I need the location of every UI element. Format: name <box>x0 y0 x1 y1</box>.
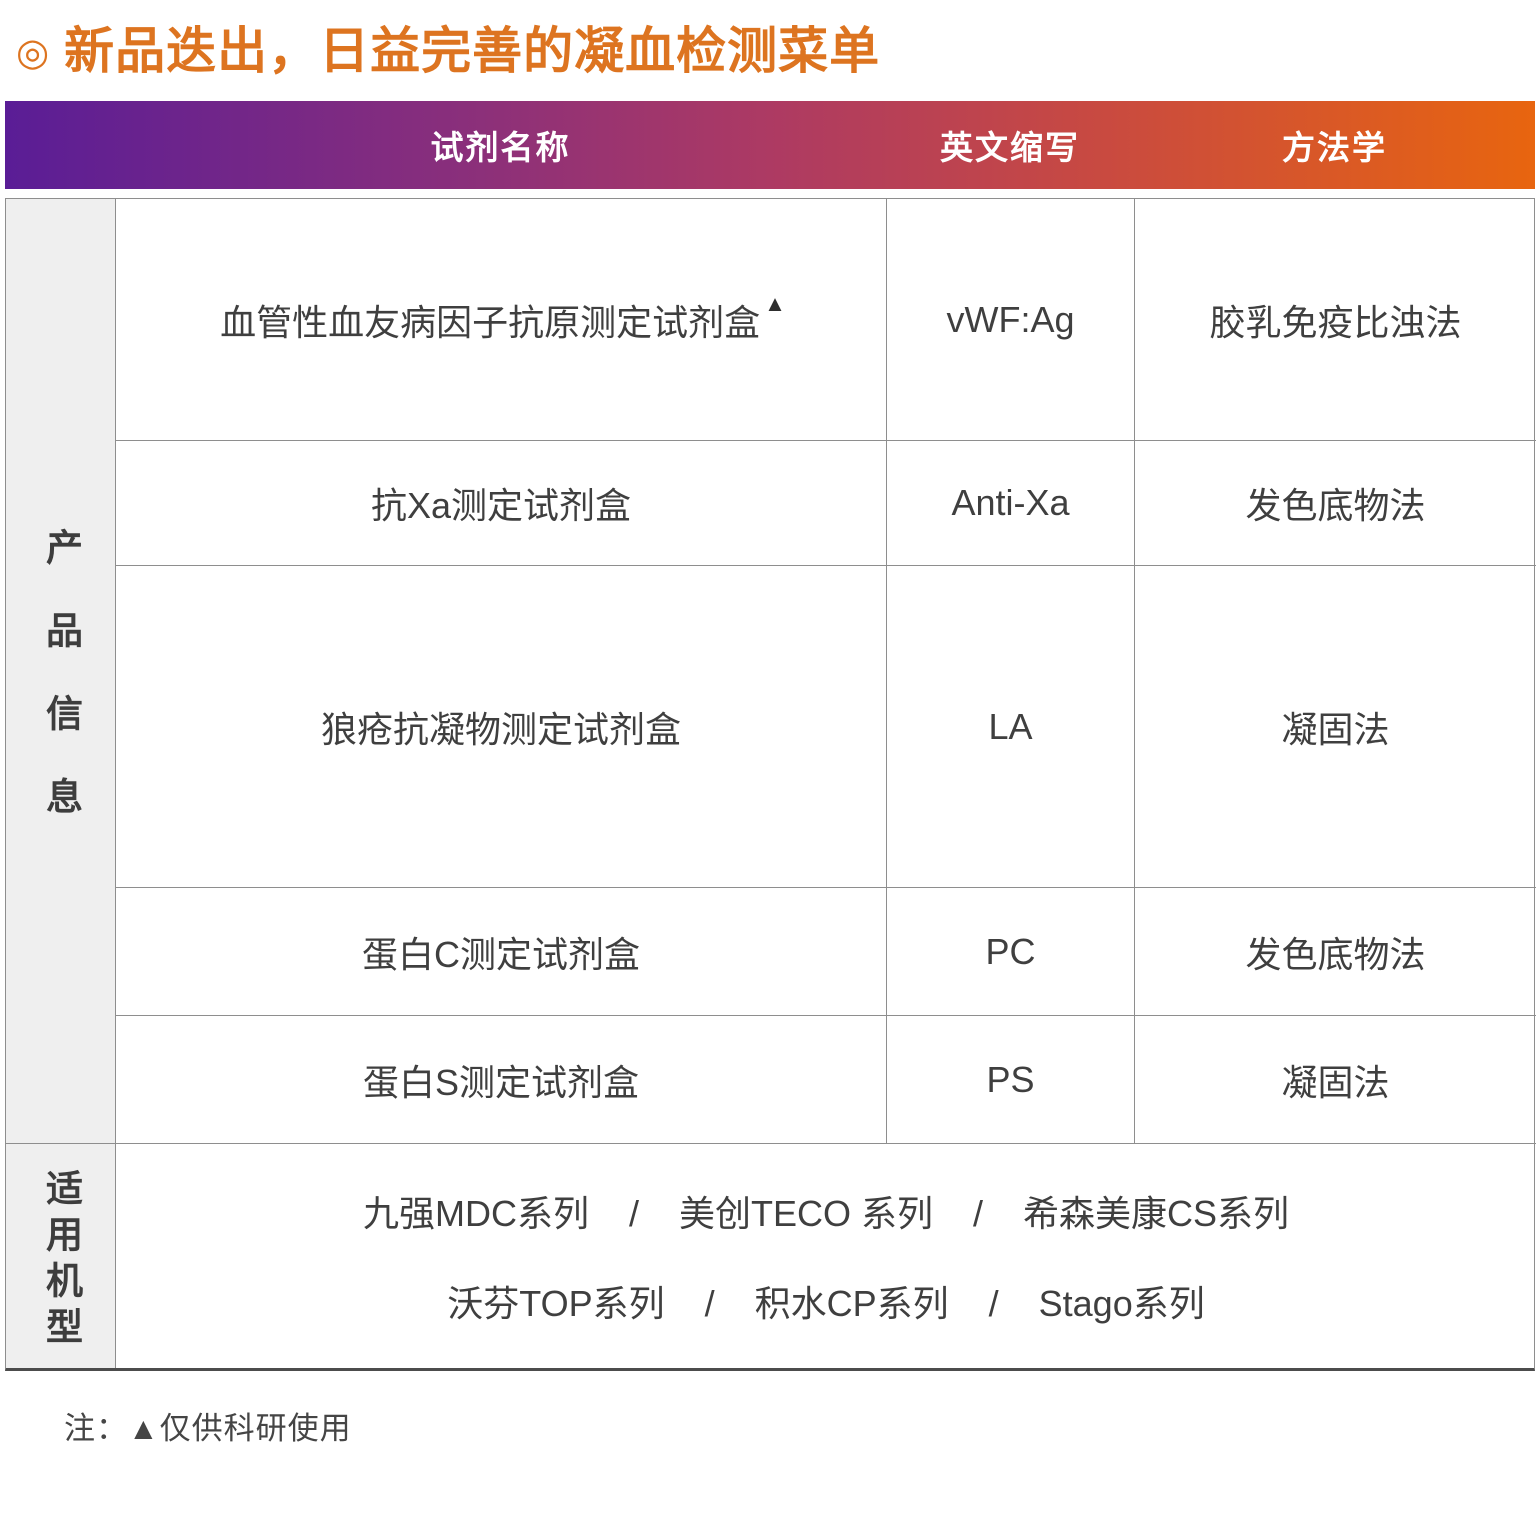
header-abbreviation: 英文缩写 <box>940 129 1080 166</box>
table-row-reagent-name: 血管性血友病因子抗原测定试剂盒 ▲ <box>116 199 887 441</box>
table-header-row: 试剂名称 英文缩写 方法学 <box>5 101 1535 189</box>
row-group-label-applicable-models: 适用机型 <box>6 1144 116 1368</box>
table-row-abbreviation: PC <box>887 888 1135 1016</box>
table-row-abbreviation: vWF:Ag <box>887 199 1135 441</box>
table-body: 产品信息 血管性血友病因子抗原测定试剂盒 ▲ vWF:Ag 胶乳免疫比浊法 抗Xa… <box>5 198 1536 1371</box>
page-title-text: 新品迭出，日益完善的凝血检测菜单 <box>64 23 881 79</box>
table-row-methodology: 发色底物法 <box>1135 888 1536 1016</box>
table-row-methodology: 发色底物法 <box>1135 441 1536 566</box>
models-line-1: 九强MDC系列 / 美创TECO 系列 / 希森美康CS系列 <box>362 1193 1290 1234</box>
table-row-reagent-name: 蛋白C测定试剂盒 <box>116 888 887 1016</box>
applicable-models-cell: 九强MDC系列 / 美创TECO 系列 / 希森美康CS系列 沃芬TOP系列 /… <box>116 1144 1536 1368</box>
table-row-reagent-name: 狼疮抗凝物测定试剂盒 <box>116 566 887 888</box>
bullseye-bullet-icon: ◎ <box>16 31 51 74</box>
reagent-name-text: 血管性血友病因子抗原测定试剂盒 <box>220 301 761 343</box>
table-row-methodology: 凝固法 <box>1135 1016 1536 1144</box>
table-row-abbreviation: LA <box>887 566 1135 888</box>
table-row-reagent-name: 抗Xa测定试剂盒 <box>116 441 887 566</box>
page: ◎ 新品迭出，日益完善的凝血检测菜单 试剂名称 英文缩写 方法学 产品信息 血管… <box>0 24 1540 1520</box>
applicable-models-vertical-label: 适用机型 <box>40 1168 82 1353</box>
research-only-marker-icon: ▲ <box>764 290 786 316</box>
table-row-abbreviation: Anti-Xa <box>887 441 1135 566</box>
footnote: 注：▲仅供科研使用 <box>64 1411 352 1446</box>
header-reagent-name: 试剂名称 <box>430 129 571 166</box>
models-line-2: 沃芬TOP系列 / 积水CP系列 / Stago系列 <box>447 1283 1205 1324</box>
table-row-reagent-name: 蛋白S测定试剂盒 <box>116 1016 887 1144</box>
product-info-vertical-label: 产品信息 <box>40 528 82 860</box>
header-methodology: 方法学 <box>1282 129 1387 166</box>
header-spacer <box>5 101 115 189</box>
table-row-abbreviation: PS <box>887 1016 1135 1144</box>
table-row-methodology: 胶乳免疫比浊法 <box>1135 199 1536 441</box>
table-row-methodology: 凝固法 <box>1135 566 1536 888</box>
page-title: ◎ 新品迭出，日益完善的凝血检测菜单 <box>16 24 1540 79</box>
row-group-label-product-info: 产品信息 <box>6 199 116 1144</box>
